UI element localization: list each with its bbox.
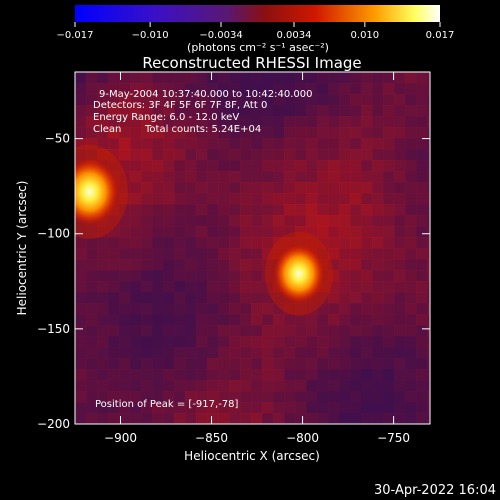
colorbar-tick-label: 0.010: [351, 30, 380, 41]
chart-title: Reconstructed RHESSI Image: [142, 54, 361, 72]
colorbar-tick-label: 0.017: [426, 30, 455, 41]
bright-source: [272, 243, 326, 304]
y-tick-label: −50: [45, 132, 70, 146]
peak-position-label: Position of Peak = [-917,-78]: [95, 399, 239, 410]
axis-ticks: −900 −850 −800 −750 −50 −100 −150 −200: [37, 72, 430, 445]
x-tick-label: −750: [377, 431, 410, 445]
y-tick-label: −200: [37, 417, 70, 431]
plot-frame: [74, 71, 431, 425]
time-range-label: 9-May-2004 10:37:40.000 to 10:42:40.000: [99, 89, 312, 100]
colorbar-tick-label: −0.010: [132, 30, 169, 41]
colorbar-tick-label: 0.0034: [277, 30, 312, 41]
colorbar: [75, 5, 440, 22]
x-tick-label: −850: [195, 431, 228, 445]
y-tick-label: −150: [37, 322, 70, 336]
x-tick-label: −900: [104, 431, 137, 445]
colorbar-ticks: −0.017 −0.010 −0.0034 0.0034 0.010 0.017: [56, 22, 454, 41]
x-tick-label: −800: [286, 431, 319, 445]
detectors-label: Detectors: 3F 4F 5F 6F 7F 8F, Att 0: [93, 100, 267, 111]
x-axis-label: Heliocentric X (arcsec): [184, 449, 320, 463]
method-label: Clean: [93, 124, 121, 135]
colorbar-tick-label: −0.0034: [199, 30, 242, 41]
total-counts-label: Total counts: 5.24E+04: [144, 124, 261, 135]
colorbar-unit: (photons cm⁻² s⁻¹ asec⁻²): [187, 41, 329, 54]
colorbar-tick-label: −0.017: [56, 30, 93, 41]
y-tick-label: −100: [37, 227, 70, 241]
bright-source: [75, 157, 120, 226]
energy-range-label: Energy Range: 6.0 - 12.0 keV: [93, 112, 239, 123]
timestamp: 30-Apr-2022 16:04: [374, 483, 496, 498]
bright-sources: [75, 144, 334, 316]
y-axis-label: Heliocentric Y (arcsec): [15, 181, 29, 316]
image-area: [75, 72, 430, 424]
